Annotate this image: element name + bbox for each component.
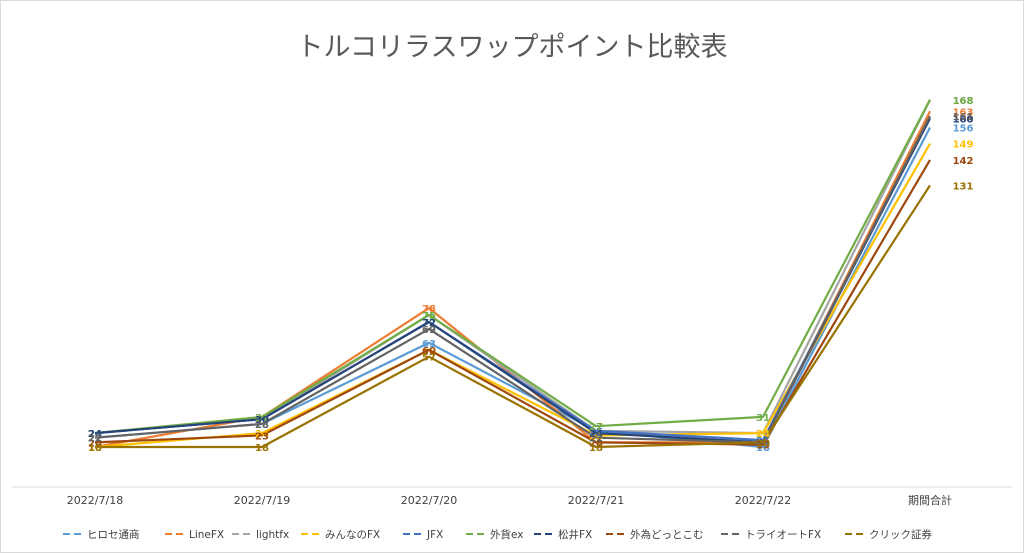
- series-lines: [94, 99, 931, 449]
- legend-label: クリック証券: [869, 528, 932, 541]
- data-label: 63: [422, 339, 436, 350]
- data-label: 142: [953, 156, 974, 167]
- data-label: 20: [756, 438, 770, 449]
- legend-label: 松井FX: [558, 528, 592, 541]
- data-label: 160: [953, 114, 974, 125]
- x-tick-label: 2022/7/18: [67, 494, 123, 507]
- data-label: 30: [255, 415, 269, 426]
- data-label: 25: [589, 427, 603, 438]
- x-tick-label: 2022/7/21: [568, 494, 624, 507]
- data-label: 18: [756, 443, 770, 454]
- legend-item: みんなのFX: [301, 529, 380, 541]
- legend-item: 松井FX: [534, 528, 592, 541]
- x-tick-label: 2022/7/22: [735, 494, 791, 507]
- data-label: 22: [589, 434, 603, 445]
- data-label: 60: [422, 346, 436, 357]
- legend-label: 外為どっとこむ: [630, 528, 704, 541]
- data-label: 21: [756, 436, 770, 447]
- legend-item: トライオートFX: [721, 529, 821, 541]
- data-label: 60: [422, 346, 436, 357]
- legend-item: JFX: [403, 529, 443, 541]
- data-label: 20: [756, 438, 770, 449]
- legend-item: LineFX: [165, 529, 224, 541]
- legend-item: 外為どっとこむ: [606, 528, 704, 541]
- data-label: 18: [88, 443, 102, 454]
- data-label: 18: [88, 443, 102, 454]
- data-label: 24: [88, 429, 102, 440]
- legend-label: トライオートFX: [745, 529, 821, 541]
- x-axis-tick-labels: 2022/7/18 2022/7/19 2022/7/20 2022/7/21 2022…: [67, 493, 952, 507]
- data-label: 24: [756, 429, 770, 440]
- data-label: 161: [953, 112, 974, 123]
- legend-item: 外貨ex: [466, 528, 524, 541]
- data-label: 24: [756, 429, 770, 440]
- x-tick-label: 期間合計: [908, 493, 952, 507]
- data-label: 78: [422, 304, 436, 315]
- series-line: [94, 99, 931, 435]
- legend-label: JFX: [426, 529, 443, 541]
- x-tick-label: 2022/7/20: [401, 494, 457, 507]
- legend-item: クリック証券: [845, 528, 932, 541]
- data-label: 20: [756, 438, 770, 449]
- data-label: 25: [589, 427, 603, 438]
- data-label: 20: [589, 438, 603, 449]
- data-label: 27: [589, 422, 603, 433]
- data-label: 24: [88, 429, 102, 440]
- data-label: 28: [255, 420, 269, 431]
- series-line: [94, 115, 931, 444]
- data-label: 69: [422, 325, 436, 336]
- data-label: 160: [953, 114, 974, 125]
- series-line: [95, 184, 931, 449]
- data-label: 24: [255, 429, 269, 440]
- series-line: [94, 159, 931, 446]
- data-label: 168: [953, 96, 974, 107]
- data-label: 22: [88, 434, 102, 445]
- legend-label: LineFX: [189, 529, 224, 541]
- data-label: 18: [88, 443, 102, 454]
- data-label: 31: [255, 413, 269, 424]
- legend: ヒロセ通商 LineFX lightfx みんなのFX JFX 外貨ex 松井FX 外為どっと…: [63, 528, 932, 541]
- data-label: 30: [255, 415, 269, 426]
- data-label: 30: [255, 415, 269, 426]
- data-label: 24: [88, 429, 102, 440]
- legend-label: 外貨ex: [490, 528, 524, 541]
- x-tick-label: 2022/7/19: [234, 494, 290, 507]
- data-label: 20: [756, 438, 770, 449]
- data-label: 23: [255, 431, 269, 442]
- data-label: 23: [589, 431, 603, 442]
- data-label: 19: [756, 441, 770, 452]
- data-label: 24: [589, 429, 603, 440]
- data-label: 31: [255, 413, 269, 424]
- legend-item: ヒロセ通商: [63, 528, 140, 541]
- data-label: 28: [255, 420, 269, 431]
- data-label: 31: [756, 413, 770, 424]
- data-label: 168: [953, 96, 974, 107]
- data-label: 18: [589, 443, 603, 454]
- data-label: 20: [589, 438, 603, 449]
- data-label: 163: [953, 107, 974, 118]
- chart-title: トルコリラスワップポイント比較表: [297, 32, 728, 63]
- data-label: 24: [88, 429, 102, 440]
- data-label: 57: [422, 353, 436, 364]
- data-label: 75: [422, 311, 436, 322]
- data-label: 72: [422, 318, 436, 329]
- legend-label: lightfx: [256, 529, 289, 541]
- data-label: 22: [88, 434, 102, 445]
- legend-item: lightfx: [232, 529, 289, 541]
- legend-label: ヒロセ通商: [87, 528, 140, 541]
- data-label: 18: [255, 443, 269, 454]
- data-label: 131: [953, 181, 974, 192]
- series-line: [94, 126, 931, 449]
- data-label: 20: [88, 438, 102, 449]
- data-label: 149: [953, 140, 974, 151]
- data-label: 156: [953, 124, 974, 135]
- legend-label: みんなのFX: [325, 529, 380, 541]
- data-label: 25: [589, 427, 603, 438]
- data-label: 75: [422, 311, 436, 322]
- data-label: 72: [422, 318, 436, 329]
